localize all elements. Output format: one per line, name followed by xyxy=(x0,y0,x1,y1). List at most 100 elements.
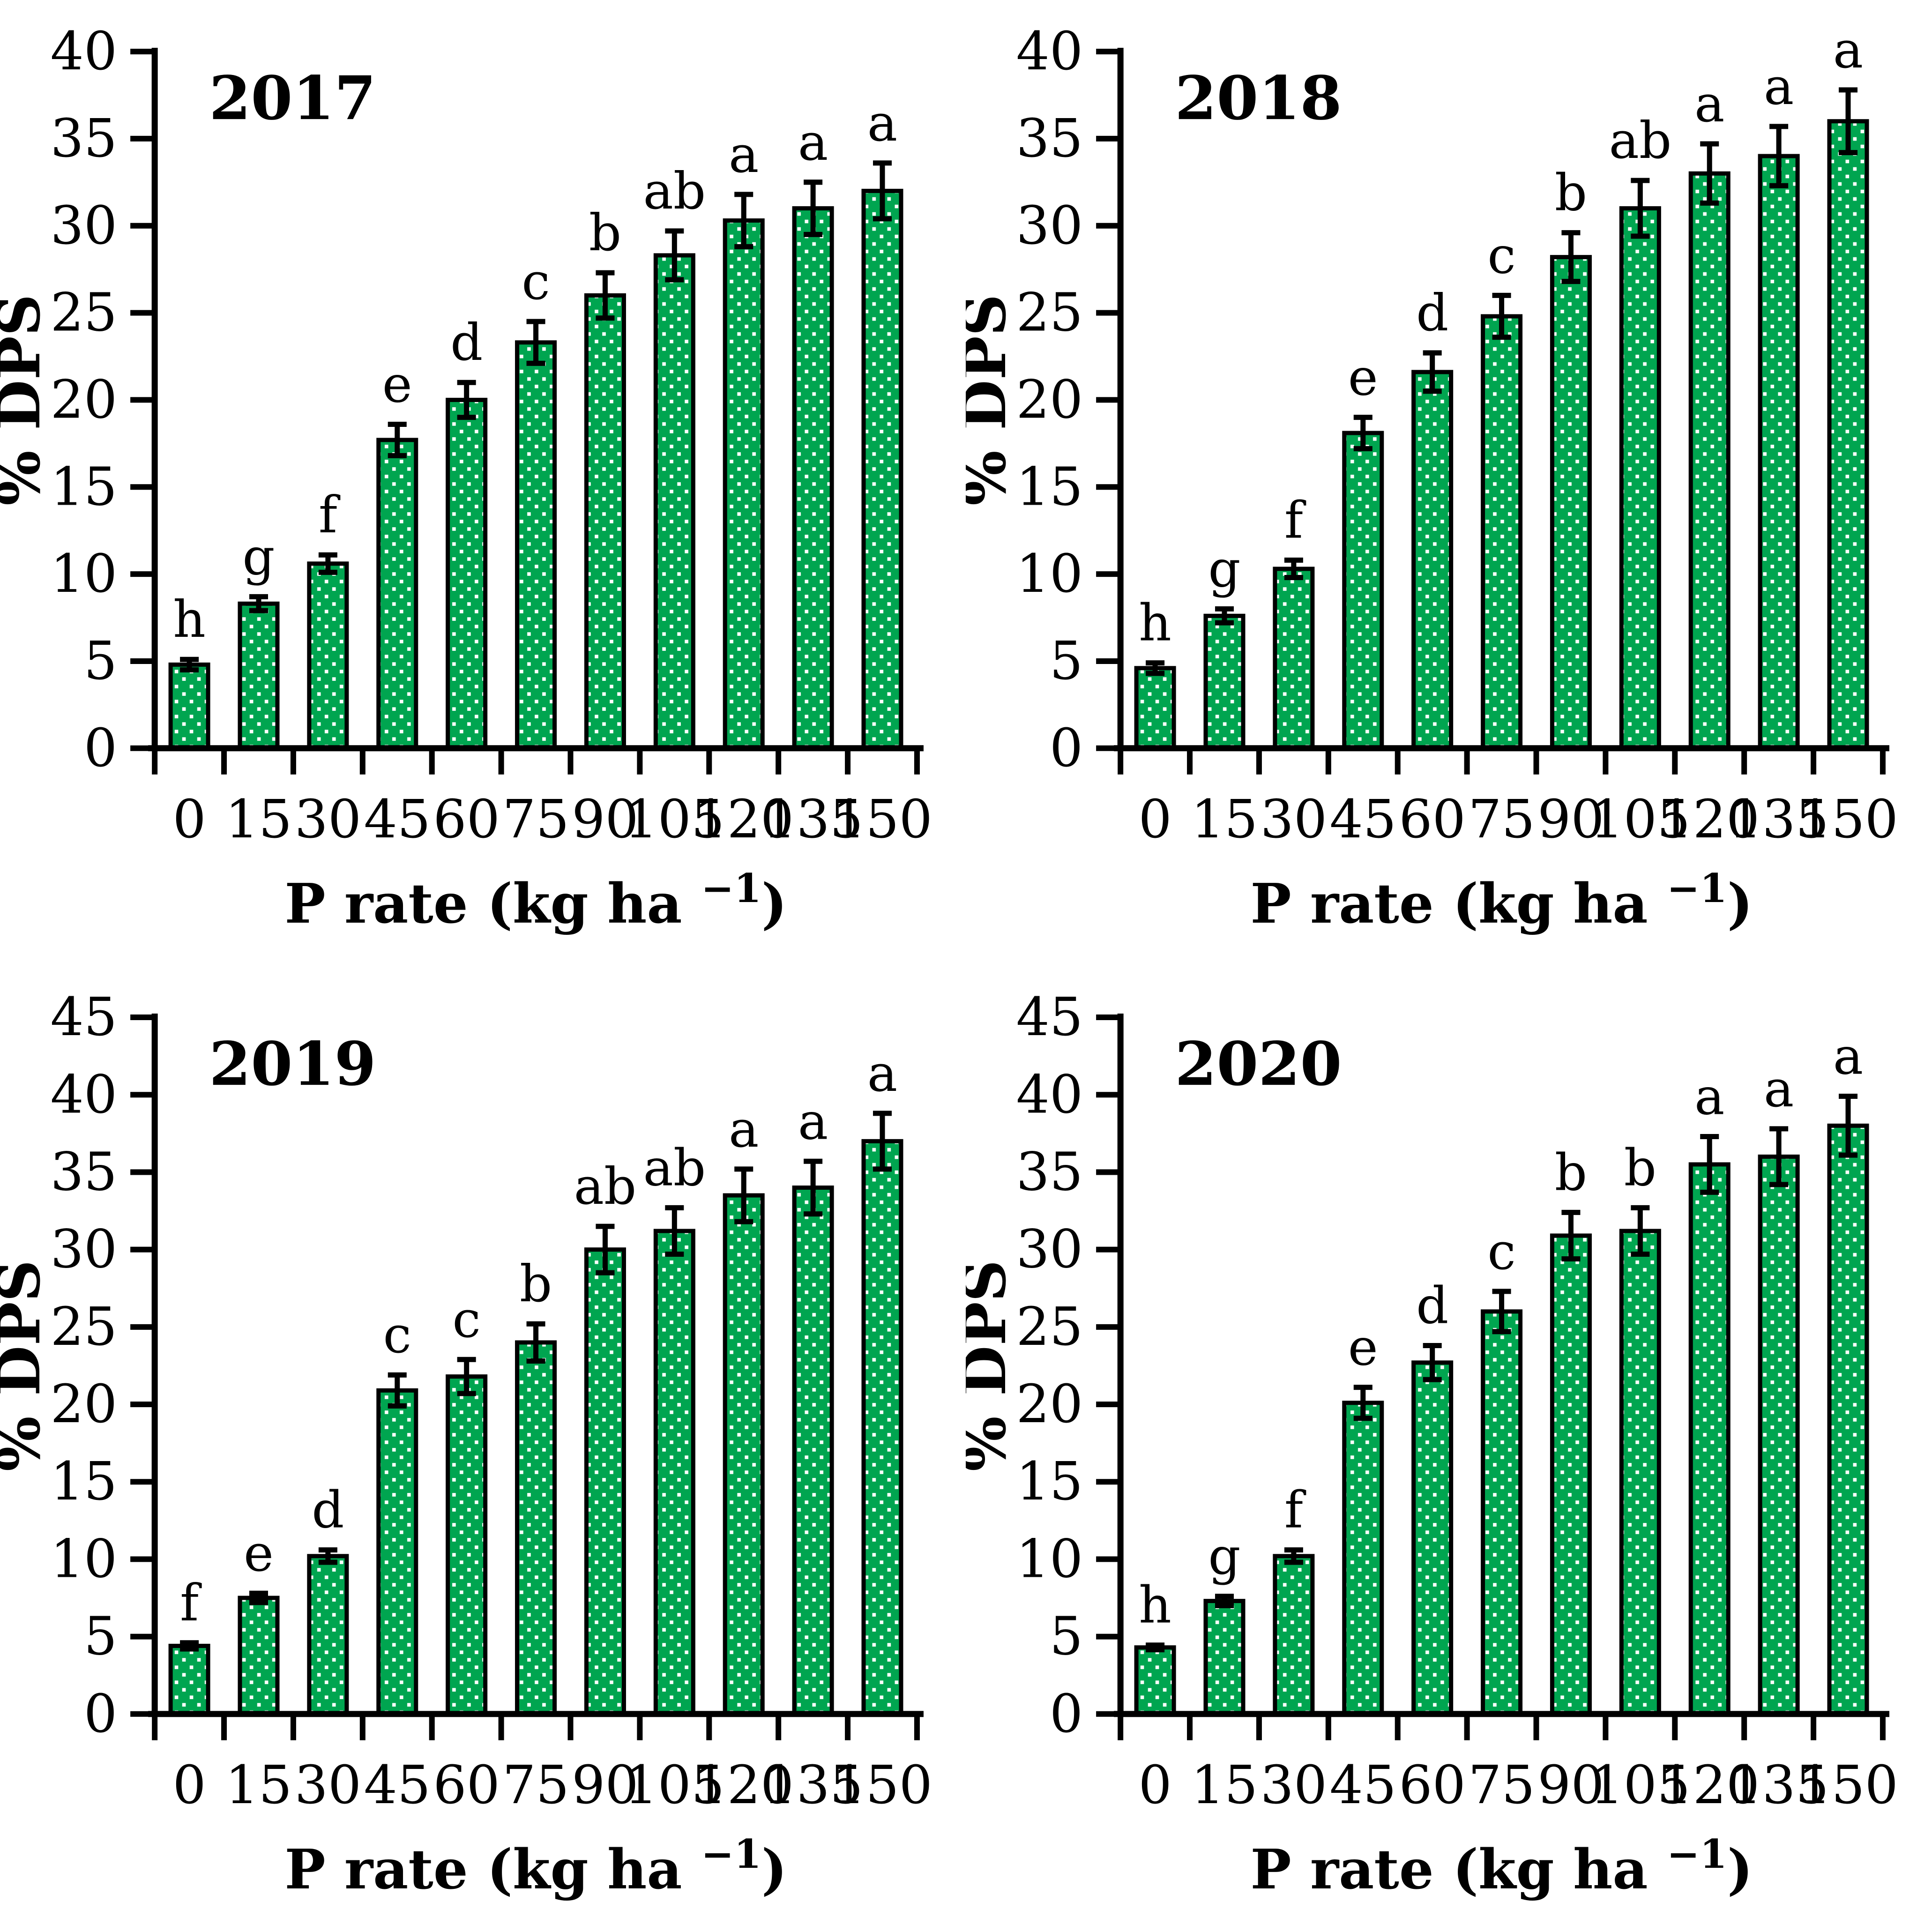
y-tick-label: 15 xyxy=(51,1451,118,1512)
x-axis-title: P rate (kg ha −1) xyxy=(1250,865,1753,936)
bar xyxy=(515,1340,557,1716)
bar xyxy=(1481,1309,1523,1716)
y-tick-label: 10 xyxy=(1016,1529,1083,1589)
y-tick-label: 15 xyxy=(51,456,118,517)
x-axis-title: P rate (kg ha −1) xyxy=(1250,1831,1753,1902)
x-tick-label: 135 xyxy=(1729,1755,1829,1816)
chart-panel: h g f e d c b ab a a a 0 5 10 15 20 25 30 35 40 0 15 30 45 60 75 9… xyxy=(966,0,1932,966)
x-tick-label: 90 xyxy=(1537,789,1604,850)
bar xyxy=(1134,1645,1176,1716)
bar xyxy=(376,1388,418,1716)
x-tick-label: 135 xyxy=(1729,789,1829,850)
x-tick-label: 60 xyxy=(433,1755,500,1816)
y-tick-label: 5 xyxy=(84,1606,117,1667)
x-tick-label: 45 xyxy=(364,1755,431,1816)
y-tick-label: 5 xyxy=(84,631,117,692)
y-tick-label: 35 xyxy=(1016,108,1083,169)
bar xyxy=(1342,431,1384,751)
bar xyxy=(861,1139,903,1716)
sig-letter: ab xyxy=(643,162,706,221)
error-bar xyxy=(1146,1642,1165,1653)
y-tick-label: 10 xyxy=(1016,544,1083,604)
sig-letter: a xyxy=(1764,1060,1794,1119)
error-bar xyxy=(457,1357,476,1396)
x-tick-label: 75 xyxy=(502,1755,569,1816)
bar xyxy=(1134,666,1176,751)
bar xyxy=(792,1185,834,1716)
bar xyxy=(168,1643,210,1716)
sig-letter: c xyxy=(1487,226,1516,285)
error-bar xyxy=(1769,1126,1789,1187)
sig-letter: e xyxy=(1348,1319,1378,1377)
x-axis-title: P rate (kg ha −1) xyxy=(284,865,787,936)
bar xyxy=(1619,206,1661,751)
sig-letter: a xyxy=(867,94,897,153)
x-tick-label: 30 xyxy=(1261,789,1328,850)
sig-letter: d xyxy=(1416,1276,1448,1335)
error-bar xyxy=(1631,1205,1650,1257)
sig-letter: b xyxy=(520,1255,552,1313)
bar xyxy=(1203,1599,1246,1716)
sig-letter: ab xyxy=(574,1157,637,1216)
sig-letter: g xyxy=(1208,540,1240,598)
y-tick-label: 0 xyxy=(84,1684,117,1745)
error-bar xyxy=(873,160,892,222)
sig-letter: b xyxy=(1555,164,1587,223)
error-bar xyxy=(1700,141,1719,206)
error-bar xyxy=(665,1205,684,1257)
bar xyxy=(1411,370,1454,751)
sig-letter: c xyxy=(383,1306,412,1365)
error-bar xyxy=(1423,1343,1442,1382)
year-label: 2019 xyxy=(209,1029,376,1099)
year-label: 2020 xyxy=(1175,1029,1342,1099)
x-tick-label: 150 xyxy=(832,1755,932,1816)
error-bar xyxy=(596,270,615,321)
sig-letter: a xyxy=(1833,21,1863,80)
bar xyxy=(1273,1554,1315,1716)
y-tick-label: 5 xyxy=(1050,631,1083,692)
sig-letter: f xyxy=(180,1574,202,1633)
x-tick-label: 30 xyxy=(1261,1755,1328,1816)
sig-letter: a xyxy=(1833,1028,1863,1086)
bar xyxy=(1550,1233,1592,1716)
chart-panel: f e d c c b ab ab a a a 0 5 10 15 20 25 30 35 40 45 0 15 30 45 60… xyxy=(0,966,966,1932)
x-tick-label: 60 xyxy=(433,789,500,850)
bar xyxy=(168,662,210,751)
y-axis-title: % DPS xyxy=(966,294,1019,506)
y-tick-label: 25 xyxy=(1016,1297,1083,1358)
bar xyxy=(861,188,903,751)
error-bar xyxy=(1423,350,1442,394)
bar xyxy=(307,1554,349,1716)
error-bar xyxy=(1284,557,1303,581)
x-tick-label: 60 xyxy=(1399,1755,1466,1816)
y-tick-label: 20 xyxy=(51,1374,118,1435)
error-bar xyxy=(1561,1209,1581,1261)
sig-letter: h xyxy=(173,590,206,649)
error-bar xyxy=(1146,660,1165,676)
sig-letter: f xyxy=(1284,1481,1306,1540)
sig-letter: h xyxy=(1139,594,1171,653)
error-bar xyxy=(596,1223,615,1276)
error-bar xyxy=(1561,230,1581,284)
sig-letter: a xyxy=(867,1044,897,1103)
sig-letter: ab xyxy=(643,1139,706,1197)
error-bar xyxy=(249,594,269,613)
y-axis-title: % DPS xyxy=(966,1260,1019,1472)
x-tick-label: 90 xyxy=(1537,1755,1604,1816)
x-tick-label: 0 xyxy=(172,789,206,850)
sig-letter: b xyxy=(1624,1139,1656,1197)
sig-letter: a xyxy=(729,1100,759,1159)
bar xyxy=(238,1596,280,1716)
sig-letter: h xyxy=(1139,1576,1171,1635)
x-tick-label: 105 xyxy=(1590,1755,1690,1816)
x-tick-label: 45 xyxy=(364,789,431,850)
x-tick-label: 105 xyxy=(1590,789,1690,850)
bar xyxy=(1550,255,1592,751)
error-bar xyxy=(1492,1289,1511,1335)
sig-letter: a xyxy=(1694,75,1724,134)
x-tick-label: 135 xyxy=(763,789,863,850)
x-tick-label: 120 xyxy=(694,789,794,850)
sig-letter: e xyxy=(382,355,412,414)
